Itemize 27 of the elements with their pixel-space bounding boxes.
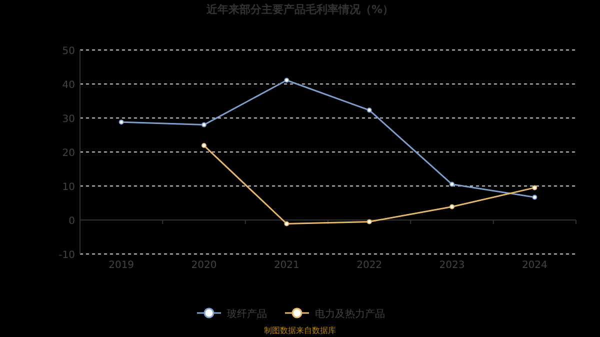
legend-label: 电力及热力产品 [315,308,385,320]
point [202,122,206,128]
point [532,194,538,200]
y-tick-label: 50 [62,46,75,57]
x-tick-label: 2019 [108,260,134,271]
x-tick-label: 2021 [274,260,300,271]
y-tick-label: 30 [62,114,75,125]
point [366,219,372,224]
point [284,78,290,83]
point [450,204,454,210]
y-tick-label: 20 [62,148,75,159]
legend-label: 玻纤产品 [227,308,267,320]
y-tick-label: 0 [68,216,75,227]
point [118,120,124,125]
point [284,221,290,226]
x-tick-label: 2020 [191,260,217,271]
point [532,185,538,190]
point [202,143,206,148]
text: 制图数据来自数据库 [264,326,336,335]
x-tick-label: 2024 [522,260,548,271]
y-tick-label: -10 [58,250,75,261]
y-tick-label: 10 [62,182,75,193]
point [366,108,372,113]
x-tick-label: 2023 [439,260,465,271]
x-tick-label: 2022 [356,260,382,271]
point [450,182,454,187]
y-tick-label: 40 [62,80,75,91]
